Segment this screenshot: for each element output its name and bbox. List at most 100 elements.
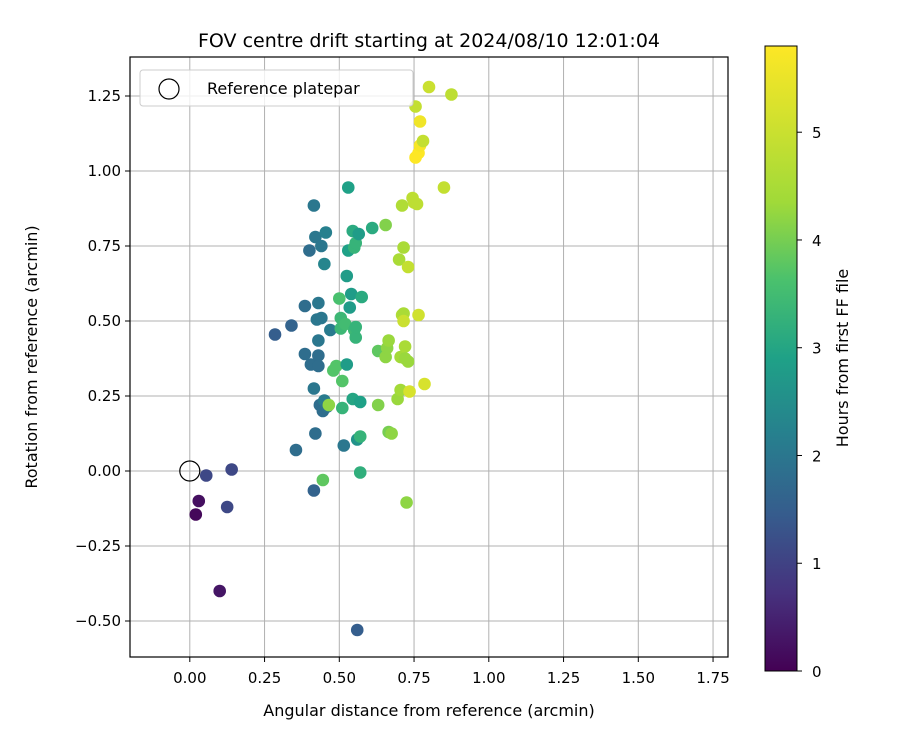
data-point [316, 473, 330, 487]
data-point [307, 199, 321, 212]
data-point [220, 500, 234, 514]
data-point [312, 359, 325, 373]
data-point [268, 328, 282, 341]
data-point [401, 260, 415, 274]
y-axis-ticks: −0.50 −0.25 0.00 0.25 0.50 0.75 1.00 1.25 [75, 87, 130, 630]
y-tick-label: −0.25 [75, 537, 121, 555]
x-axis-ticks: 0.00 0.25 0.50 0.75 1.00 1.25 1.50 1.75 [173, 657, 730, 687]
data-point [298, 347, 312, 361]
legend: Reference platepar [139, 69, 414, 107]
x-tick-label: 1.50 [622, 669, 655, 687]
data-point [371, 398, 385, 412]
legend-marker-open-circle [158, 78, 180, 100]
data-point [343, 301, 357, 314]
data-point [312, 334, 325, 347]
data-point [418, 377, 431, 391]
data-point [312, 296, 325, 310]
data-point [422, 80, 436, 94]
y-tick-label: 0.00 [88, 462, 121, 480]
data-point [352, 227, 366, 241]
data-point [401, 355, 415, 368]
data-point [397, 241, 410, 254]
colorbar-label: Hours from first FF file [833, 269, 852, 448]
data-point [395, 199, 409, 212]
data-point [298, 299, 312, 313]
data-point [382, 334, 395, 347]
data-point [413, 115, 427, 128]
y-tick-label: 0.75 [88, 237, 121, 255]
y-tick-label: 0.25 [88, 387, 121, 405]
colorbar-ticks: 0 1 2 3 4 5 [797, 124, 822, 681]
data-point [341, 181, 355, 194]
data-point [353, 395, 367, 409]
data-point [379, 218, 392, 232]
data-point [285, 319, 298, 332]
data-point [192, 494, 206, 508]
x-tick-label: 0.00 [173, 669, 206, 687]
plot-frame [129, 56, 729, 658]
data-point [437, 181, 451, 194]
data-point [324, 323, 337, 337]
data-point [309, 427, 322, 440]
y-tick-label: 1.00 [88, 162, 121, 180]
reference-platepar-marker [179, 460, 201, 482]
colorbar-tick-label: 4 [812, 232, 822, 250]
data-point [392, 253, 406, 266]
data-point [213, 584, 226, 598]
data-point [403, 385, 416, 398]
data-point [315, 311, 328, 325]
data-point [289, 443, 303, 457]
colorbar-tick-label: 1 [812, 555, 822, 573]
colorbar-gradient [764, 45, 798, 672]
data-point [397, 314, 410, 328]
data-point [318, 257, 331, 271]
data-point [412, 308, 425, 322]
data-point [330, 359, 343, 373]
data-point [307, 382, 321, 395]
data-point [340, 269, 354, 283]
data-point [315, 239, 328, 253]
chart-title: FOV centre drift starting at 2024/08/10 … [198, 30, 660, 52]
data-point [303, 244, 316, 257]
data-point [225, 463, 238, 476]
data-point [410, 197, 424, 211]
data-point [350, 623, 364, 637]
data-point [309, 230, 322, 244]
data-point [340, 358, 354, 371]
x-axis-label: Angular distance from reference (arcmin) [263, 701, 594, 720]
reference-layer [179, 460, 201, 482]
data-point [199, 469, 213, 482]
y-axis-label: Rotation from reference (arcmin) [22, 225, 41, 488]
data-point [353, 430, 367, 443]
x-tick-label: 0.50 [323, 669, 356, 687]
legend-box [139, 69, 414, 107]
x-tick-label: 0.25 [248, 669, 281, 687]
data-point [400, 496, 413, 509]
legend-label: Reference platepar [207, 79, 360, 98]
data-point [416, 134, 430, 148]
y-tick-label: 1.25 [88, 87, 121, 105]
colorbar-tick-label: 2 [812, 447, 822, 465]
data-point [307, 484, 321, 497]
data-point [385, 427, 398, 440]
data-point [189, 508, 203, 521]
data-points [189, 80, 458, 637]
data-point [355, 290, 369, 304]
data-point [349, 320, 363, 334]
data-point [335, 401, 349, 415]
data-point [445, 88, 458, 101]
x-tick-label: 1.00 [472, 669, 505, 687]
data-point [312, 349, 325, 362]
data-point [353, 466, 367, 479]
x-tick-label: 1.75 [696, 669, 729, 687]
colorbar-tick-label: 0 [812, 663, 822, 681]
y-tick-label: −0.50 [75, 612, 121, 630]
data-point [319, 226, 333, 239]
data-point [333, 292, 346, 305]
colorbar-tick-label: 5 [812, 124, 822, 142]
data-point [398, 340, 412, 353]
grid [130, 57, 728, 657]
data-point [337, 439, 351, 452]
data-point [344, 287, 358, 301]
